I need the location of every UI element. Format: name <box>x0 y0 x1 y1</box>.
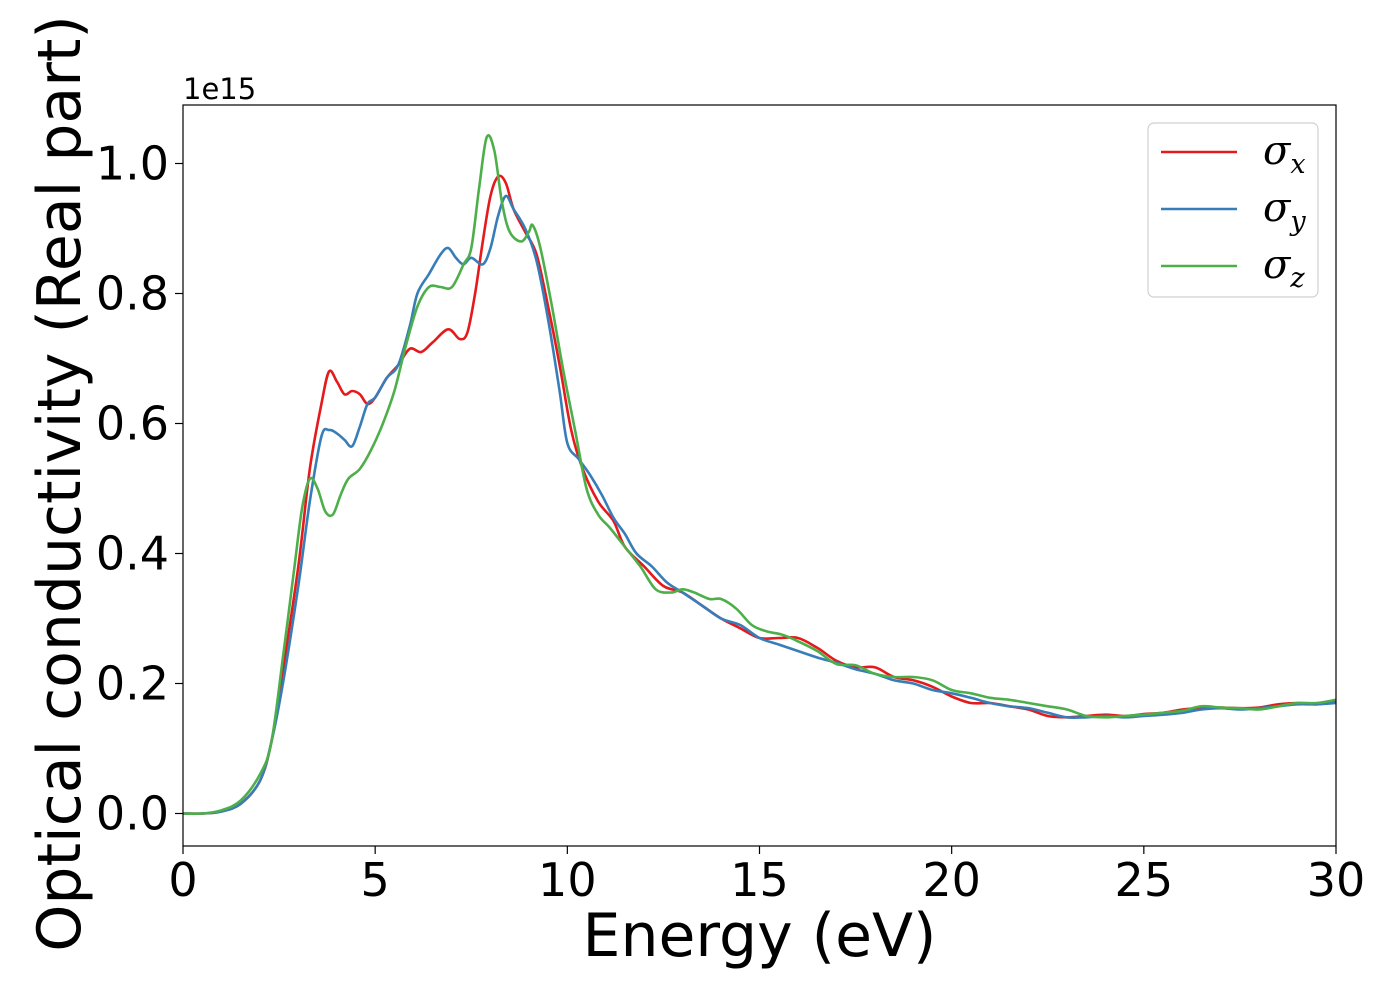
x-tick-label: 15 <box>730 853 789 907</box>
y-tick-label: 0.4 <box>96 527 169 581</box>
x-tick-label: 0 <box>168 853 197 907</box>
x-axis-label: Energy (eV) <box>583 901 937 971</box>
y-tick-label: 0.2 <box>96 657 169 711</box>
x-tick-label: 5 <box>361 853 390 907</box>
legend-label-x: σx <box>1263 128 1306 180</box>
y-tick-label: 0.6 <box>96 397 169 451</box>
series-line-z <box>183 133 1336 816</box>
legend-label-z: σz <box>1263 242 1305 294</box>
y-tick-label: 0.8 <box>96 267 169 321</box>
y-axis: 0.0 0.2 0.4 0.6 0.8 1.0 <box>96 137 183 841</box>
series-layer <box>183 133 1336 816</box>
y-tick-label: 0.0 <box>96 787 169 841</box>
x-tick-label: 10 <box>538 853 597 907</box>
x-tick-label: 25 <box>1115 853 1174 907</box>
y-offset-text: 1e15 <box>183 72 256 106</box>
x-tick-label: 30 <box>1307 853 1366 907</box>
x-tick-label: 20 <box>922 853 981 907</box>
legend-label-y: σy <box>1263 185 1306 237</box>
y-tick-label: 1.0 <box>96 137 169 191</box>
x-axis: 0 5 10 15 20 25 30 <box>168 846 1365 907</box>
series-line-y <box>183 194 1336 815</box>
y-axis-label: Optical conductivity (Real part) <box>25 15 95 952</box>
